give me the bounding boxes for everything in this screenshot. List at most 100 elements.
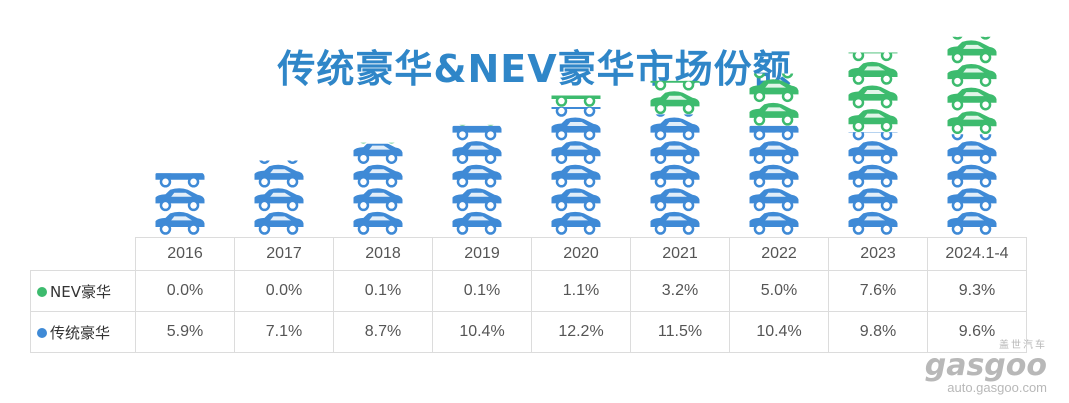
- bar-traditional-2022: [749, 125, 799, 235]
- tick-label: 2017: [234, 237, 334, 271]
- car-icon: [749, 102, 799, 126]
- data-label: 7.1%: [234, 311, 334, 353]
- car-icon: [254, 211, 304, 235]
- car-icon: [848, 188, 898, 212]
- car-icon: [353, 211, 403, 235]
- car-icon: [749, 141, 799, 164]
- bar-traditional-2019: [452, 125, 502, 235]
- car-icon: [551, 117, 601, 141]
- car-icon: [749, 79, 799, 103]
- watermark-brand: gasgoo: [924, 348, 1047, 383]
- car-icon: [551, 107, 601, 117]
- car-icon: [947, 141, 997, 164]
- bar-traditional-2023: [848, 132, 898, 235]
- car-icon: [650, 141, 700, 164]
- car-icon: [749, 164, 799, 188]
- tick-label: 2019: [432, 237, 532, 271]
- data-label: 9.6%: [927, 311, 1027, 353]
- data-label: 0.1%: [333, 270, 433, 312]
- car-icon: [848, 109, 898, 132]
- car-icon: [952, 36, 991, 40]
- pictogram-chart: [155, 0, 997, 235]
- chart-title: 传统豪华&NEV豪华市场份额: [277, 47, 792, 91]
- bar-traditional-2020: [551, 107, 601, 235]
- car-icon: [947, 188, 997, 212]
- bar-nev-2024.1-4: [947, 0, 997, 135]
- car-icon: [650, 117, 700, 141]
- bar-stack-2022: [749, 32, 799, 235]
- series-name: NEV豪华: [50, 282, 111, 301]
- bar-stack-2017: [254, 160, 304, 235]
- bar-traditional-2017: [254, 160, 304, 235]
- table-row: 传统豪华 5.9% 7.1% 8.7% 10.4% 12.2% 11.5% 10.4% 9.8%…: [30, 311, 1027, 353]
- data-label: 5.9%: [135, 311, 235, 353]
- car-icon: [155, 188, 205, 212]
- tick-label: 2020: [531, 237, 631, 271]
- legend-entry: 传统豪华: [30, 311, 136, 353]
- car-icon: [848, 211, 898, 235]
- data-label: 7.6%: [828, 270, 928, 312]
- tick-label: 2023: [828, 237, 928, 271]
- car-icon: [848, 52, 898, 62]
- car-icon: [848, 141, 898, 164]
- data-label: 12.2%: [531, 311, 631, 353]
- bar-traditional-2018: [353, 143, 403, 235]
- series-name: 传统豪华: [50, 323, 111, 342]
- tick-label: 2022: [729, 237, 829, 271]
- bar-stack-2020: [551, 95, 601, 235]
- car-icon: [749, 211, 799, 235]
- tick-label: 2024.1-4: [927, 237, 1027, 271]
- car-icon: [650, 188, 700, 212]
- bar-traditional-2016: [155, 173, 205, 235]
- car-icon: [551, 164, 601, 188]
- car-icon: [551, 141, 601, 164]
- car-icon: [947, 40, 997, 64]
- bar-stack-2018: [353, 142, 403, 235]
- car-icon: [155, 211, 205, 235]
- car-icon: [452, 211, 502, 235]
- car-icon: [452, 188, 502, 212]
- bar-traditional-2021: [650, 114, 700, 235]
- data-label: 5.0%: [729, 270, 829, 312]
- car-legend-icon: [37, 287, 47, 297]
- bar-stack-2016: [155, 173, 205, 235]
- car-icon: [353, 188, 403, 212]
- car-icon: [849, 15, 898, 37]
- data-label: 0.0%: [234, 270, 334, 312]
- car-icon: [848, 61, 898, 85]
- car-icon: [848, 132, 898, 141]
- car-icon: [951, 134, 992, 141]
- car-icon: [650, 91, 700, 115]
- car-icon: [353, 164, 403, 188]
- tick-label: 2016: [135, 237, 235, 271]
- car-icon: [551, 211, 601, 235]
- table-row: NEV豪华 0.0% 0.0% 0.1% 0.1% 1.1% 3.2% 5.0% 7.6% 9.3…: [30, 270, 1027, 312]
- car-icon: [650, 164, 700, 188]
- car-icon: [459, 124, 494, 126]
- car-icon: [749, 188, 799, 212]
- car-icon: [259, 160, 298, 164]
- bar-nev-2018: [360, 142, 395, 144]
- car-icon: [848, 164, 898, 188]
- car-icon: [452, 164, 502, 188]
- car-icon: [254, 188, 304, 212]
- bar-nev-2023: [848, 15, 898, 132]
- watermark-cn: 盖世汽车: [999, 340, 1047, 351]
- car-icon: [452, 125, 502, 141]
- data-label: 10.4%: [729, 311, 829, 353]
- data-label: 0.1%: [432, 270, 532, 312]
- car-icon: [254, 164, 304, 188]
- car-icon: [360, 142, 395, 144]
- data-label: 11.5%: [630, 311, 730, 353]
- tick-label: 2018: [333, 237, 433, 271]
- car-icon: [947, 111, 997, 135]
- tick-label: 2021: [630, 237, 730, 271]
- car-icon: [452, 141, 502, 164]
- car-icon: [551, 95, 601, 107]
- car-icon: [655, 114, 694, 117]
- car-icon: [948, 0, 997, 15]
- car-icon: [155, 173, 205, 188]
- data-label: 9.3%: [927, 270, 1027, 312]
- car-icon: [750, 32, 799, 54]
- data-label: 8.7%: [333, 311, 433, 353]
